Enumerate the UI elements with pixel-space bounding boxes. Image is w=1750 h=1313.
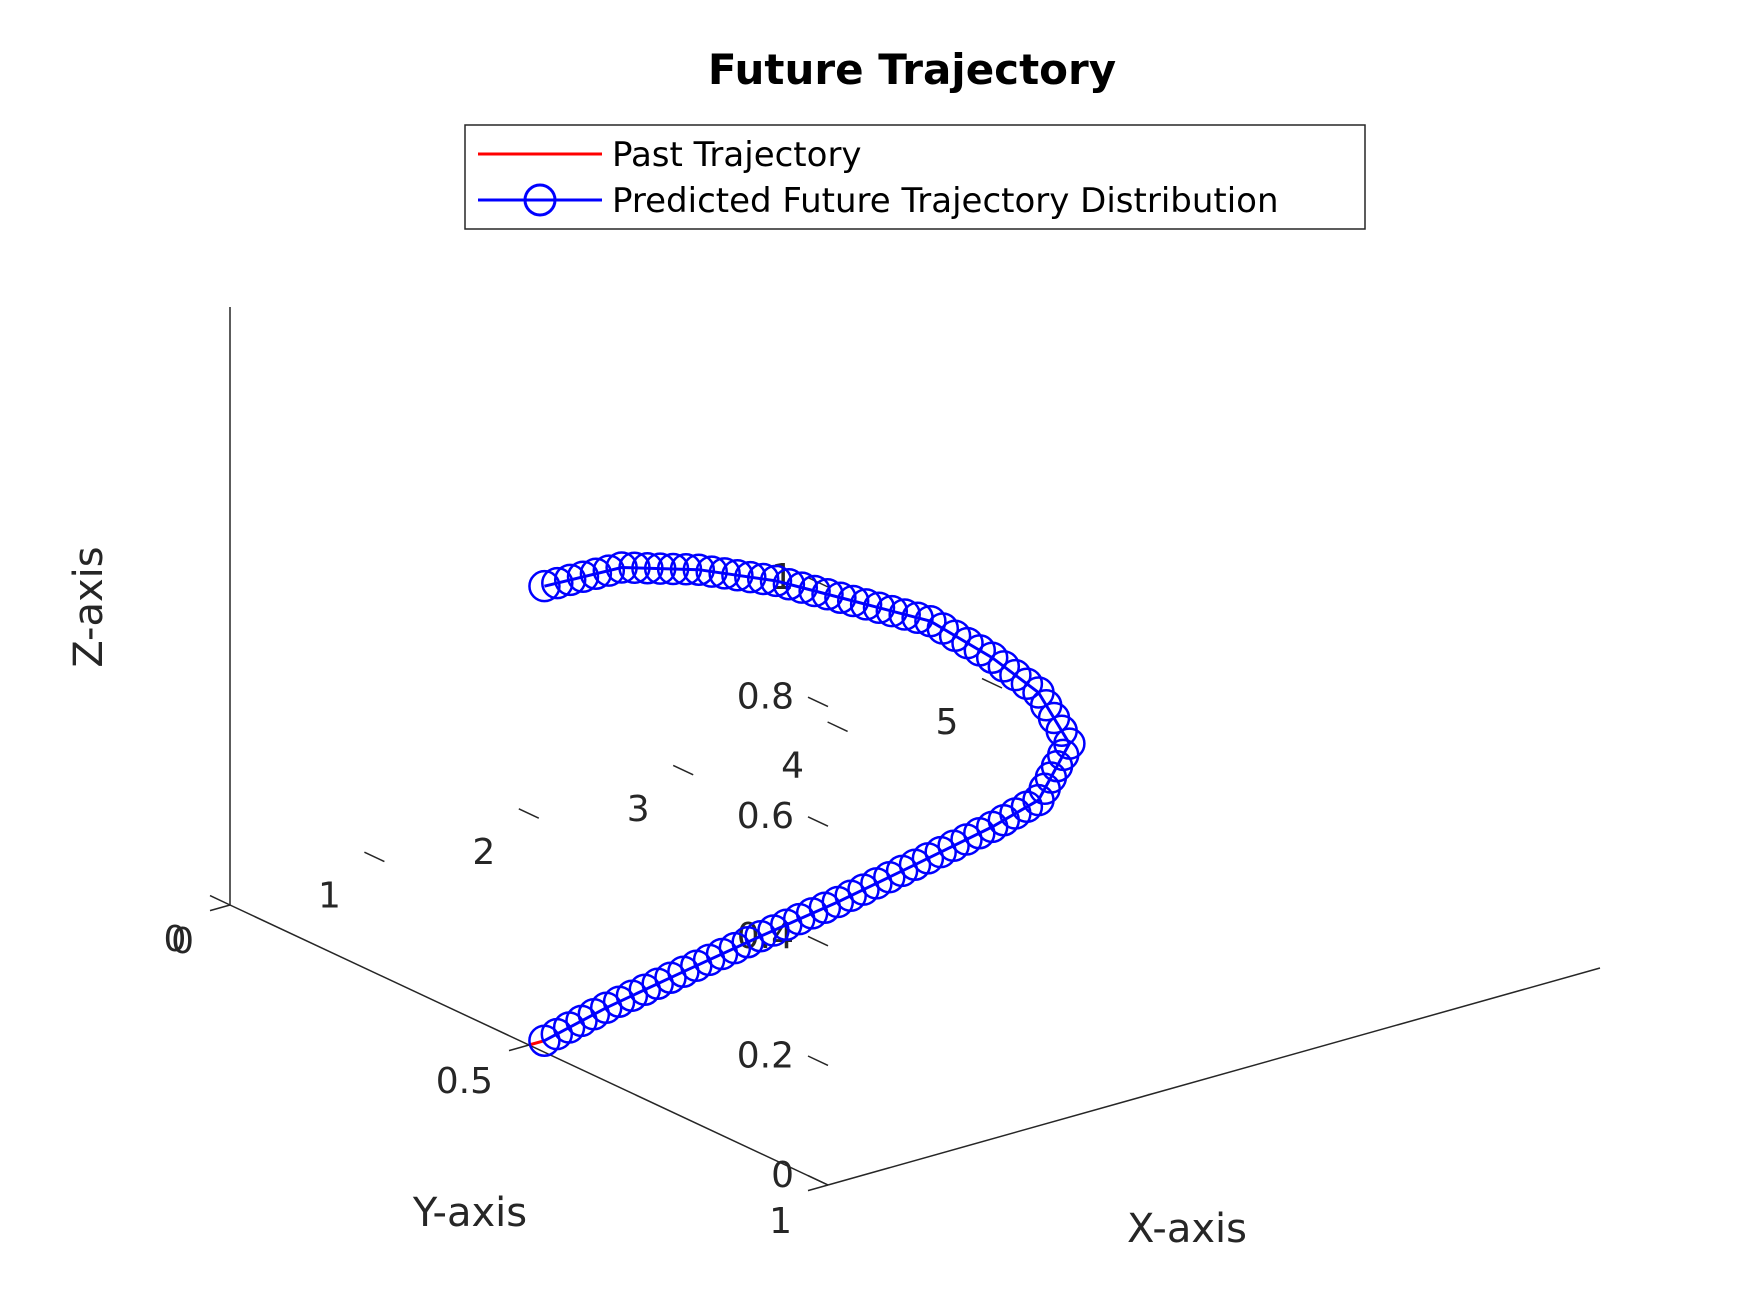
legend: Past Trajectory Predicted Future Traject… xyxy=(464,124,1366,230)
x-tick-label: 1 xyxy=(318,876,341,917)
x-tick-label: 4 xyxy=(781,745,804,786)
future-trajectory-marker xyxy=(862,591,896,625)
z-tick-mark xyxy=(807,816,829,827)
z-axis-label: Z-axis xyxy=(66,546,112,667)
future-trajectory-marker xyxy=(1022,676,1055,709)
legend-past-label: Past Trajectory xyxy=(612,135,862,175)
y-tick-label: 0 xyxy=(171,921,194,962)
x-tick-mark xyxy=(981,677,1003,689)
future-trajectory-marker xyxy=(811,578,844,611)
future-trajectory-marker xyxy=(592,554,626,587)
y-axis-label: Y-axis xyxy=(412,1190,527,1236)
future-trajectory-marker xyxy=(541,566,574,600)
future-trajectory-marker xyxy=(695,555,728,588)
future-trajectory-marker xyxy=(849,588,883,621)
future-trajectory-marker xyxy=(888,598,921,631)
future-trajectory-marker xyxy=(656,552,690,586)
z-tick-mark xyxy=(807,935,829,947)
future-trajectory-marker xyxy=(721,559,754,592)
x-axis-line xyxy=(827,967,1601,1186)
x-tick-mark xyxy=(827,721,848,733)
future-trajectory-marker xyxy=(618,551,651,585)
y-tick-mark xyxy=(508,1044,530,1052)
future-trajectory-marker xyxy=(759,564,793,598)
y-tick-label: 1 xyxy=(769,1201,792,1242)
z-tick-label: 0.8 xyxy=(737,677,794,718)
future-trajectory-marker xyxy=(901,601,934,635)
future-trajectory-marker xyxy=(875,594,909,628)
future-trajectory-marker xyxy=(643,552,677,585)
x-tick-mark xyxy=(209,894,231,906)
y-tick-mark xyxy=(807,1184,829,1192)
future-trajectory-marker xyxy=(708,557,741,590)
legend-future-marker xyxy=(523,183,557,217)
legend-box xyxy=(464,124,1366,230)
z-tick-label: 0.6 xyxy=(737,796,794,837)
future-trajectory-marker xyxy=(836,584,870,618)
chart-title: Future Trajectory xyxy=(708,45,1116,94)
x-tick-mark xyxy=(518,808,540,819)
z-tick-label: 0 xyxy=(771,1155,794,1196)
x-tick-label: 0 xyxy=(164,919,187,960)
future-trajectory-marker xyxy=(631,551,664,585)
future-trajectory-marker xyxy=(734,560,767,594)
z-tick-label: 0.2 xyxy=(737,1035,794,1076)
future-trajectory-marker xyxy=(528,569,561,603)
future-trajectory-marker xyxy=(987,650,1021,683)
future-trajectory-marker xyxy=(999,658,1032,692)
x-axis-label: X-axis xyxy=(1127,1206,1247,1252)
series-layer xyxy=(528,551,1086,1057)
y-tick-mark xyxy=(209,904,231,912)
future-trajectory-marker xyxy=(798,574,831,608)
future-trajectory-marker xyxy=(579,557,613,590)
past-trajectory-line xyxy=(528,1039,545,1047)
future-trajectory-marker xyxy=(553,563,587,597)
y-tick-label: 0.5 xyxy=(436,1061,493,1102)
future-trajectory-marker xyxy=(566,560,600,594)
future-trajectory-marker xyxy=(824,581,857,614)
x-tick-mark xyxy=(672,764,694,776)
future-trajectory-marker xyxy=(785,571,819,604)
future-trajectory-marker xyxy=(669,553,703,586)
z-tick-mark xyxy=(807,1055,829,1067)
future-trajectory-marker xyxy=(914,604,947,638)
future-trajectory-marker xyxy=(605,551,638,584)
future-trajectory-marker xyxy=(746,562,780,596)
future-trajectory-marker xyxy=(772,567,806,601)
x-tick-label: 3 xyxy=(627,789,650,830)
z-tick-mark xyxy=(807,1174,829,1186)
future-trajectory-marker xyxy=(1010,667,1044,701)
x-tick-mark xyxy=(364,851,385,863)
z-tick-mark xyxy=(807,696,829,708)
legend-future-label: Predicted Future Trajectory Distribution xyxy=(612,181,1279,221)
future-trajectory-marker xyxy=(682,553,716,586)
x-tick-label: 5 xyxy=(936,702,959,743)
x-tick-label: 2 xyxy=(472,832,495,873)
axes-lines xyxy=(229,307,1601,1186)
